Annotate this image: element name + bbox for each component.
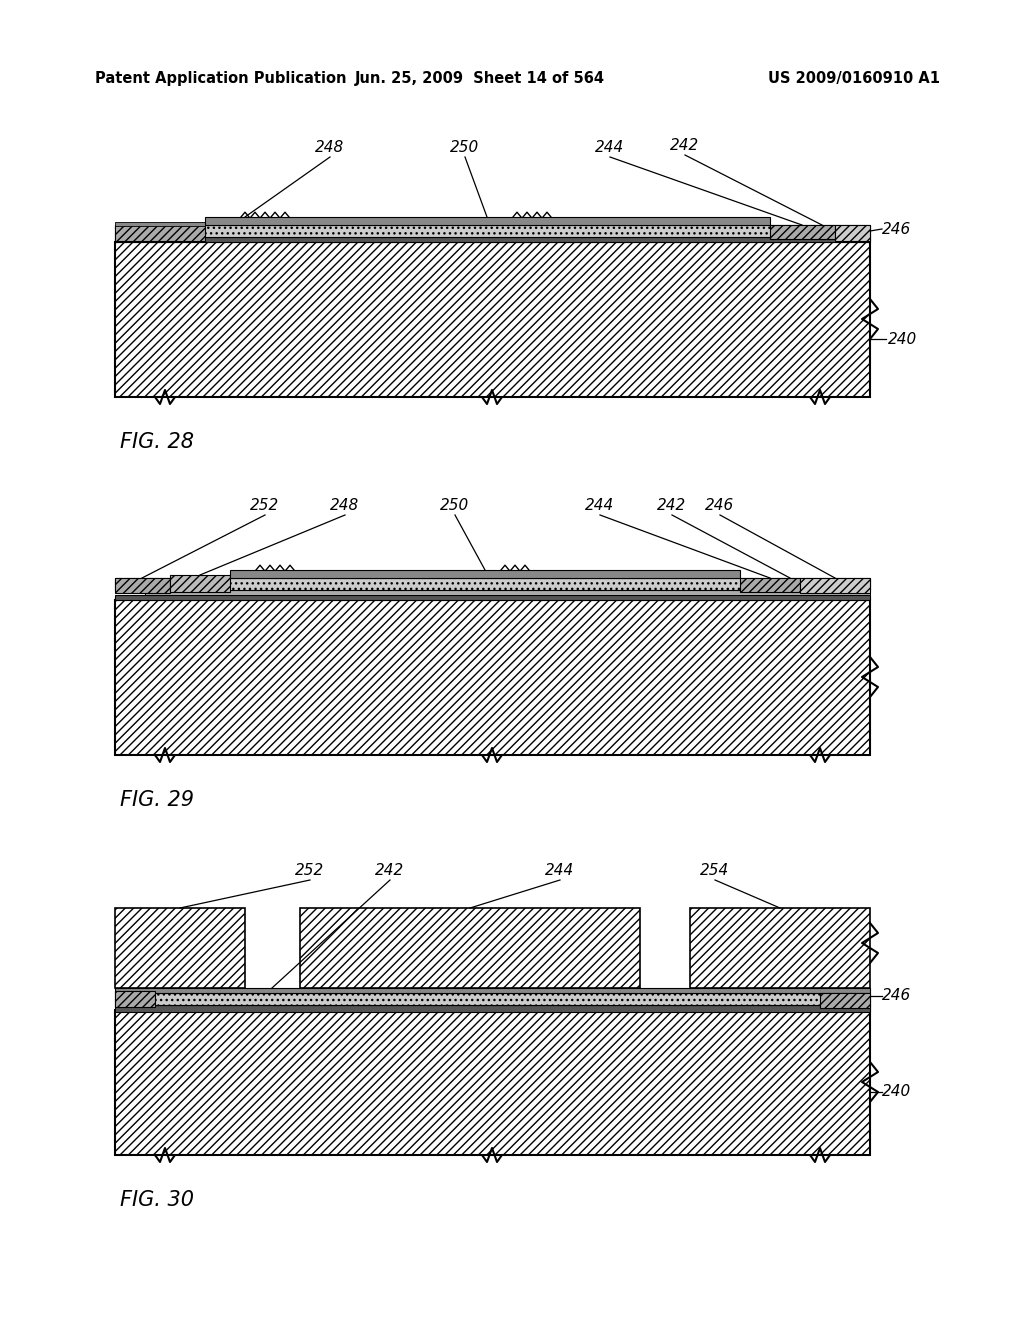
Bar [115,224,205,242]
Bar [115,578,170,593]
Text: 248: 248 [331,498,359,513]
Text: US 2009/0160910 A1: US 2009/0160910 A1 [768,70,940,86]
Bar [115,993,870,1005]
Text: FIG. 30: FIG. 30 [120,1191,194,1210]
Bar [115,601,870,755]
Bar [115,224,870,238]
Text: Jun. 25, 2009  Sheet 14 of 564: Jun. 25, 2009 Sheet 14 of 564 [355,70,605,86]
Bar [115,1010,870,1155]
Text: 252: 252 [251,498,280,513]
Bar [115,578,870,590]
Text: 240: 240 [882,1085,911,1100]
Bar [115,222,205,226]
Bar [170,576,230,591]
Text: 242: 242 [376,863,404,878]
Text: 246: 246 [706,498,734,513]
Text: 244: 244 [546,863,574,878]
Text: 244: 244 [586,498,614,513]
Text: 248: 248 [315,140,345,154]
Text: 242: 242 [671,139,699,153]
Bar [115,1005,870,1012]
Text: FIG. 29: FIG. 29 [120,789,194,810]
Bar [115,987,870,993]
Bar [800,578,870,593]
Bar [770,224,835,239]
Bar [300,908,640,987]
Text: 252: 252 [295,863,325,878]
Text: 246: 246 [882,989,911,1003]
Bar [115,238,870,242]
Text: 246: 246 [882,222,911,236]
Text: 240: 240 [888,331,918,346]
Bar [205,216,770,224]
Bar [835,224,870,242]
Bar [115,991,155,1007]
Text: FIG. 28: FIG. 28 [120,432,194,451]
Bar [115,242,870,397]
Text: 254: 254 [700,863,730,878]
Text: Patent Application Publication: Patent Application Publication [95,70,346,86]
Text: 250: 250 [451,140,479,154]
Bar [690,908,870,987]
Bar [740,578,800,591]
Bar [145,590,870,595]
Text: 244: 244 [595,140,625,154]
Bar [115,595,870,601]
Text: 250: 250 [440,498,470,513]
Bar [115,908,245,987]
Bar [230,570,740,578]
Text: 242: 242 [657,498,687,513]
Bar [820,993,870,1008]
